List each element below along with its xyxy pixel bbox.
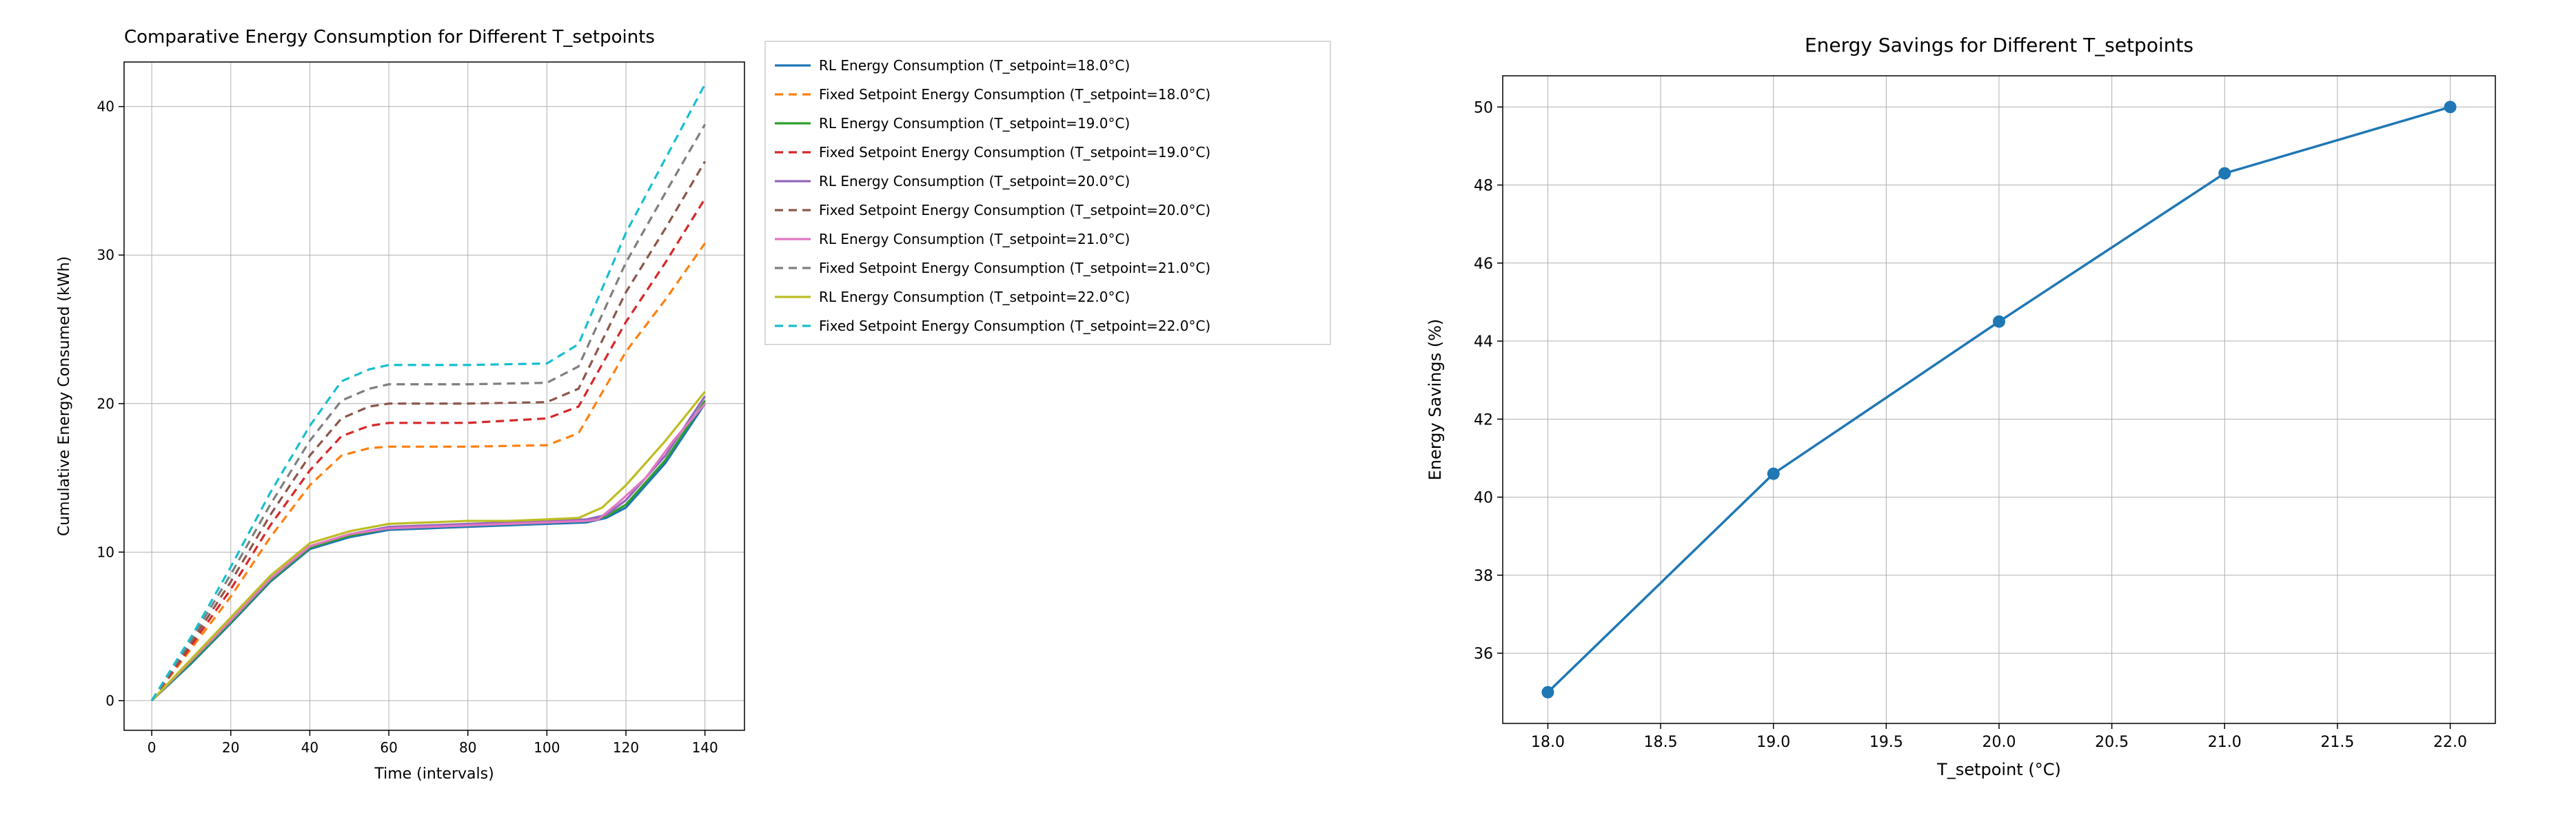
tick-label-y: 40 — [97, 99, 114, 115]
tick-label-x: 40 — [301, 739, 318, 756]
tick-label-x: 21.0 — [2208, 734, 2242, 751]
tick-label-x: 21.5 — [2320, 734, 2354, 751]
tick-label-x: 19.0 — [1756, 734, 1790, 751]
x-axis-label: T_setpoint (°C) — [1936, 760, 2061, 779]
left-chart-panel: Comparative Energy Consumption for Diffe… — [34, 14, 1379, 799]
tick-label-x: 18.5 — [1644, 734, 1678, 751]
right-chart-svg: Energy Savings for Different T_setpoints… — [1406, 14, 2544, 799]
legend-label: Fixed Setpoint Energy Consumption (T_set… — [819, 144, 1210, 161]
tick-label-y: 44 — [1474, 333, 1493, 351]
tick-label-x: 60 — [380, 739, 397, 756]
tick-label-y: 10 — [97, 544, 114, 560]
tick-label-x: 140 — [692, 739, 718, 756]
legend-label: RL Energy Consumption (T_setpoint=22.0°C… — [819, 289, 1130, 305]
tick-label-x: 100 — [534, 739, 560, 756]
tick-label-y: 46 — [1474, 256, 1493, 273]
tick-label-y: 42 — [1474, 411, 1493, 429]
tick-label-y: 38 — [1474, 568, 1493, 585]
series-marker — [2444, 101, 2457, 113]
tick-label-x: 0 — [148, 739, 156, 756]
series-marker — [1993, 316, 2005, 328]
tick-label-x: 19.5 — [1869, 734, 1903, 751]
y-axis-label: Cumulative Energy Consumed (kWh) — [56, 256, 73, 536]
y-axis-label: Energy Savings (%) — [1426, 319, 1445, 481]
legend-label: Fixed Setpoint Energy Consumption (T_set… — [819, 86, 1210, 103]
tick-label-x: 22.0 — [2433, 734, 2467, 751]
tick-label-x: 120 — [613, 739, 639, 756]
series-marker — [1541, 686, 1554, 699]
tick-label-y: 30 — [97, 247, 114, 263]
right-chart-panel: Energy Savings for Different T_setpoints… — [1406, 14, 2544, 799]
tick-label-y: 40 — [1474, 490, 1493, 507]
tick-label-x: 80 — [459, 739, 476, 756]
legend-label: Fixed Setpoint Energy Consumption (T_set… — [819, 260, 1210, 276]
x-axis-label: Time (intervals) — [374, 765, 494, 783]
series-marker — [2218, 167, 2231, 180]
tick-label-x: 20.5 — [2095, 734, 2129, 751]
tick-label-y: 20 — [97, 395, 114, 412]
legend-label: RL Energy Consumption (T_setpoint=18.0°C… — [819, 57, 1130, 74]
legend-label: RL Energy Consumption (T_setpoint=19.0°C… — [819, 115, 1130, 132]
tick-label-x: 20 — [222, 739, 239, 756]
tick-label-y: 48 — [1474, 178, 1493, 195]
chart-title: Comparative Energy Consumption for Diffe… — [124, 27, 655, 48]
tick-label-x: 18.0 — [1531, 734, 1565, 751]
legend-label: Fixed Setpoint Energy Consumption (T_set… — [819, 318, 1210, 334]
legend-label: RL Energy Consumption (T_setpoint=21.0°C… — [819, 231, 1130, 247]
tick-label-y: 50 — [1474, 99, 1493, 116]
chart-title: Energy Savings for Different T_setpoints — [1805, 34, 2193, 56]
chart-bg — [1406, 14, 2544, 799]
series-marker — [1767, 468, 1780, 480]
legend-label: Fixed Setpoint Energy Consumption (T_set… — [819, 202, 1210, 218]
tick-label-y: 0 — [105, 692, 114, 709]
tick-label-x: 20.0 — [1982, 734, 2016, 751]
legend-label: RL Energy Consumption (T_setpoint=20.0°C… — [819, 173, 1130, 189]
left-chart-svg: Comparative Energy Consumption for Diffe… — [34, 14, 1379, 799]
tick-label-y: 36 — [1474, 646, 1493, 663]
